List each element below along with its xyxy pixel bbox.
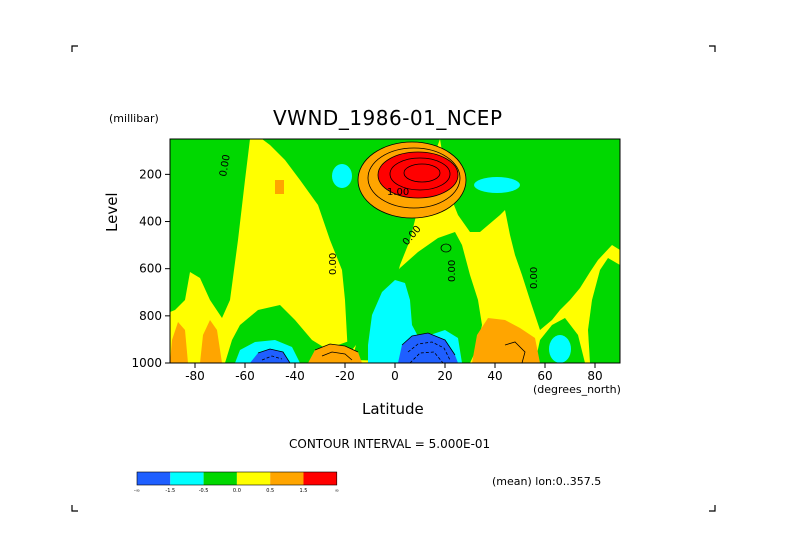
x-tick-label-4: 0 [391,369,399,383]
legend-label-3: 0.0 [233,488,241,494]
region-neg-low-far-east [588,258,620,363]
contour-field [170,139,620,363]
legend-label-0: -∞ [134,488,140,494]
y-units-label: (millibar) [109,112,159,125]
legend-swatch-0 [137,472,171,485]
region-neg-mid-upper-east [474,177,520,193]
region-pos-southeast [472,318,540,363]
contour-label-0-00-e: 0.00 [328,253,339,275]
region-pos-southwest [308,344,362,363]
x-tick-label-7: 60 [537,369,552,383]
y-tick-label-1: 400 [139,215,162,229]
region-pos-west [200,320,222,363]
contour-label-0-00-d: 0.00 [218,154,233,178]
region-pos-far-west [170,322,188,363]
legend-swatch-2 [203,472,237,485]
region-neg-mid-upper-center [332,164,352,188]
y-tick-label-2: 600 [139,262,162,276]
y-axis-ticks: 200 400 600 800 1000 [131,167,170,370]
y-tick-label-3: 800 [139,309,162,323]
contour-lines [257,141,526,363]
legend-swatch-1 [170,472,204,485]
legend-label-6: ∞ [335,488,339,494]
y-tick-label-0: 200 [139,167,162,181]
x-tick-label-2: -40 [285,369,305,383]
contour-label-0-00-c: 0.00 [529,267,540,289]
x-tick-label-5: 20 [437,369,452,383]
x-tick-label-0: -80 [185,369,205,383]
y-tick-label-4: 1000 [131,356,162,370]
region-pos-upper-west [275,180,284,194]
x-tick-label-3: -20 [335,369,355,383]
region-neg-low-east [500,139,620,330]
contour-interval-label: CONTOUR INTERVAL = 5.000E-01 [289,437,491,451]
x-tick-label-6: 40 [487,369,502,383]
legend-label-2: -0.5 [199,488,209,494]
region-neg-low-fartwest [170,139,205,300]
contour-label-0-00-b: 0.00 [447,260,458,282]
legend-label-4: 0.5 [266,488,274,494]
x-tick-label-1: -60 [235,369,255,383]
legend-label-1: -1.5 [165,488,175,494]
mean-note: (mean) lon:0..357.5 [492,475,602,488]
legend-swatch-5 [303,472,337,485]
x-tick-label-8: 80 [587,369,602,383]
legend-swatch-3 [236,472,271,485]
region-neg-strong-center [398,333,458,363]
region-neg-mid-lower-east [549,335,571,363]
legend-label-5: 1.5 [300,488,308,494]
color-legend: -∞ -1.5 -0.5 0.0 0.5 1.5 ∞ [134,471,339,494]
x-axis-ticks: -80 -60 -40 -20 0 20 40 60 80 [185,363,603,383]
legend-swatch-4 [270,472,304,485]
x-axis-label: Latitude [362,400,424,418]
contour-label-1-00: 1.00 [387,187,409,198]
chart-title: VWND_1986-01_NCEP [273,106,503,130]
x-units-label: (degrees_north) [533,383,621,396]
legend-frame [136,471,338,486]
